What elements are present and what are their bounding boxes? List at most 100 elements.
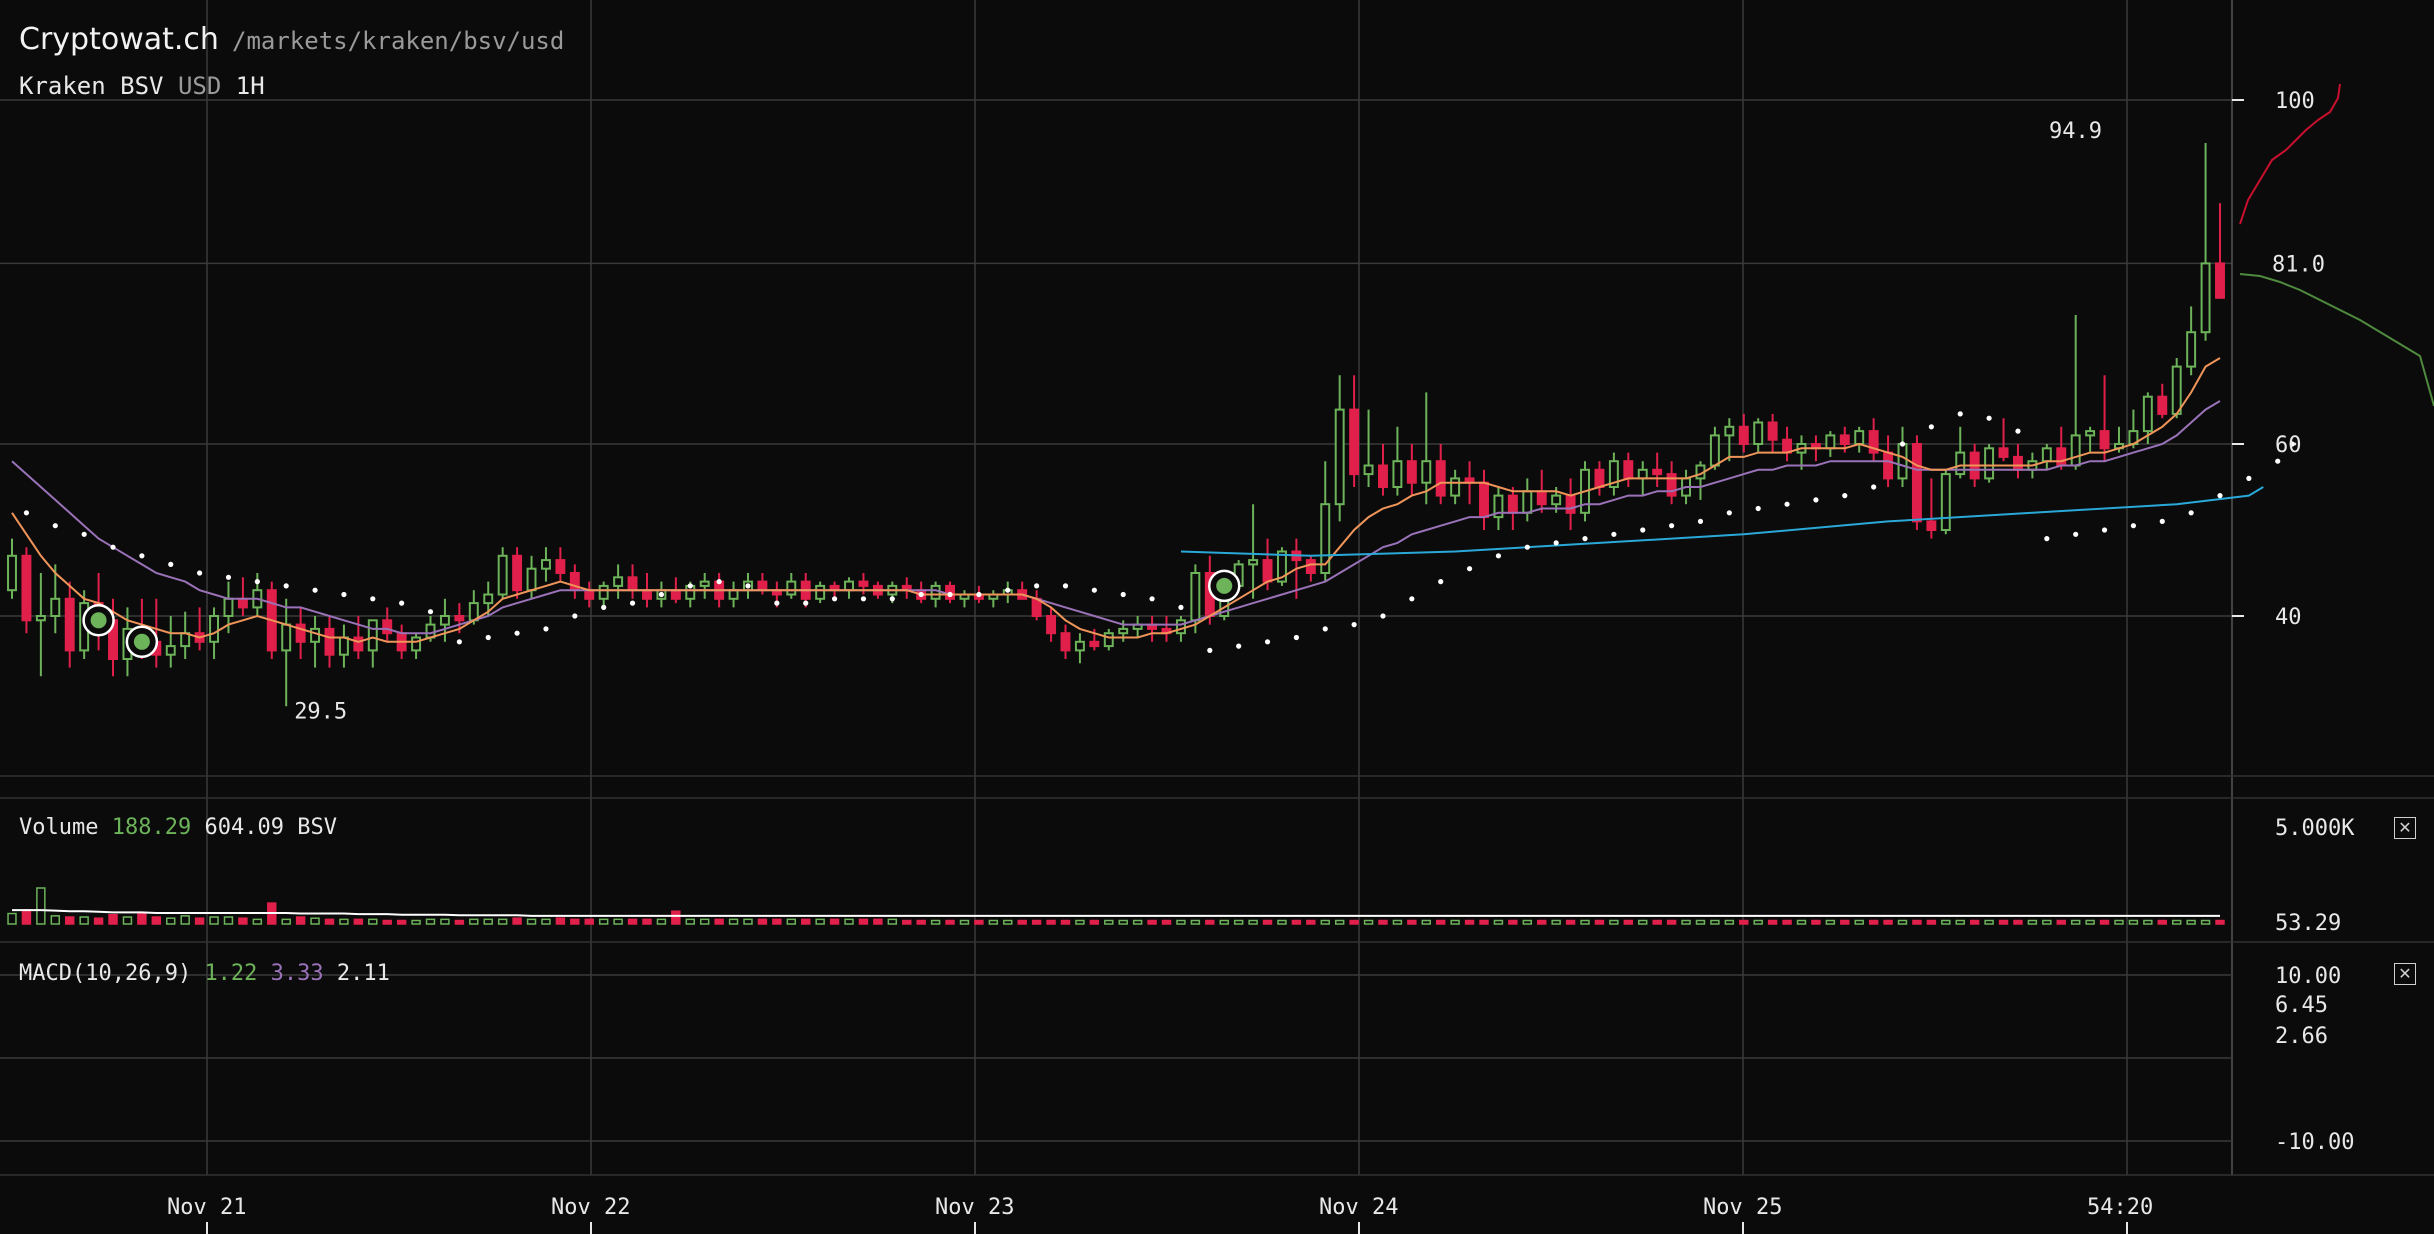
volume-bar: [858, 918, 869, 925]
quote-asset: USD: [177, 72, 222, 100]
volume-bar: [1017, 919, 1027, 925]
candle-body: [180, 632, 191, 648]
volume-bar: [1638, 919, 1648, 925]
candle-body: [2070, 434, 2081, 467]
volume-bar: [1464, 919, 1475, 925]
volume-bar: [2085, 919, 2095, 925]
psar-dot: [1466, 566, 1473, 572]
volume-bar: [1753, 919, 1763, 925]
interval[interactable]: 1H: [235, 72, 265, 100]
macd-pane[interactable]: [0, 974, 2232, 1142]
macd-value-1: 1.22: [204, 961, 258, 986]
volume-bar: [1941, 919, 1951, 925]
candle-body: [1897, 443, 1908, 480]
volume-bar: [728, 918, 739, 925]
psar-dot: [312, 587, 318, 593]
psar-dot: [572, 613, 578, 619]
candle-body: [699, 580, 710, 587]
candle-body: [728, 589, 739, 600]
volume-bar: [411, 919, 421, 925]
x-tick-label: 54:20: [2087, 1195, 2153, 1220]
volume-bar: [1580, 919, 1590, 925]
volume-bar: [757, 918, 768, 925]
psar-dot: [1409, 596, 1415, 602]
price-pane[interactable]: 94.9 29.5: [7, 83, 2434, 724]
candle-body: [1507, 494, 1518, 514]
psar-dot: [1928, 424, 1934, 430]
volume-bar: [1291, 919, 1302, 925]
psar-dot: [1005, 587, 1011, 593]
volume-bar: [7, 912, 17, 925]
macd-legend: MACD(10,26,9) 1.22 3.33 2.11: [19, 961, 390, 986]
candle-body: [526, 567, 537, 592]
volume-bar: [714, 918, 724, 925]
candle-body: [1666, 473, 1677, 497]
volume-pane[interactable]: [7, 887, 2225, 925]
volume-bar: [223, 916, 234, 925]
site-title[interactable]: Cryptowat.ch: [19, 22, 219, 57]
candle-body: [1998, 447, 2009, 458]
candle-body: [1349, 408, 1360, 476]
volume-bar: [656, 918, 667, 925]
volume-bar: [1421, 919, 1431, 925]
price-high-label: 94.9: [2049, 119, 2102, 144]
volume-bar: [137, 912, 147, 925]
psar-dot: [2130, 523, 2137, 529]
psar-dot: [774, 600, 780, 606]
macd-close-icon[interactable]: ✕: [2394, 963, 2416, 985]
volume-bar: [2186, 919, 2196, 925]
psar-dot: [1669, 523, 1675, 529]
psar-dot: [716, 579, 722, 585]
psar-dot: [1582, 536, 1588, 542]
psar-dot: [1236, 643, 1242, 649]
volume-max-label: 5.000K: [2275, 816, 2355, 841]
candle-body: [1334, 408, 1345, 506]
volume-bar: [1306, 919, 1316, 925]
volume-bar: [699, 918, 710, 925]
candle-body: [1276, 550, 1287, 583]
volume-bar: [1147, 919, 1157, 925]
volume-bar: [93, 917, 104, 925]
candle-body: [1652, 468, 1663, 476]
psar-dot: [283, 583, 289, 589]
candle-body: [223, 597, 234, 617]
volume-bar: [541, 918, 551, 925]
candle-body: [1911, 443, 1922, 523]
volume-bar: [1450, 919, 1460, 925]
candle-body: [642, 589, 652, 600]
volume-close-icon[interactable]: ✕: [2394, 817, 2416, 839]
candle-body: [1637, 468, 1648, 480]
volume-bar: [1883, 919, 1893, 925]
sma-long-line: [1180, 486, 2264, 557]
macd-value-3: 2.11: [336, 961, 390, 986]
volume-bar: [2042, 919, 2052, 925]
psar-dot: [1640, 527, 1646, 533]
volume-bar: [685, 918, 695, 925]
volume-bar: [598, 918, 609, 925]
volume-bar: [1724, 919, 1735, 925]
candle-body: [2142, 395, 2153, 433]
psar-dot: [2044, 536, 2050, 542]
candle-body: [165, 645, 176, 656]
candle-body: [1883, 451, 1894, 480]
candle-body: [2200, 262, 2211, 334]
candle-body: [1767, 421, 1778, 441]
psar-dot: [1842, 493, 1848, 499]
market-line: Kraken BSV USD 1H: [19, 72, 265, 100]
psar-dot: [1957, 411, 1963, 417]
volume-bar: [743, 918, 753, 925]
volume-bar: [1681, 919, 1691, 925]
psar-dot: [658, 591, 665, 598]
candle-body: [555, 559, 566, 574]
candle-body: [1623, 460, 1634, 480]
volume-bar: [2157, 919, 2167, 925]
psar-dot: [197, 570, 203, 576]
psar-dot: [1293, 634, 1299, 641]
volume-bar: [1205, 919, 1215, 925]
candle-body: [1984, 447, 1995, 480]
x-tick-label: Nov 22: [551, 1195, 630, 1220]
candle-body: [497, 554, 508, 596]
volume-bar: [2171, 919, 2182, 925]
volume-bar: [166, 917, 176, 925]
